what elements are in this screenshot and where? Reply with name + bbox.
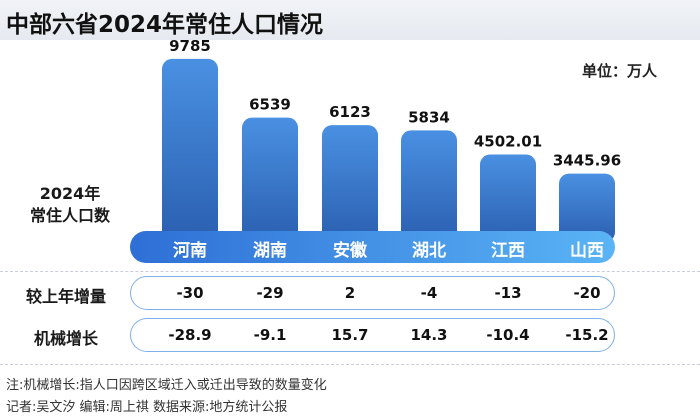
row-band-increase: [130, 276, 615, 310]
value-label: 3445.96: [553, 152, 621, 170]
value-label: 6123: [329, 103, 371, 121]
y-axis-label-line-2: 常住人口数: [29, 206, 110, 225]
value-label: 5834: [408, 108, 450, 126]
value-label: 9785: [169, 37, 211, 55]
province-label: 湖南: [253, 241, 287, 261]
y-axis-label-line-1: 2024年: [39, 184, 101, 203]
province-label: 山西: [570, 241, 604, 261]
table-cell: 14.3: [410, 326, 448, 344]
province-label: 湖北: [412, 241, 446, 261]
row-band-migration: [130, 318, 615, 352]
row-label-increase: 较上年增量: [25, 287, 106, 306]
table-cell: -15.2: [565, 326, 609, 344]
row-label-migration: 机械增长: [33, 329, 98, 348]
bar-河南: [162, 58, 218, 243]
note-credits: 记者:吴文汐 编辑:周上祺 数据来源:地方统计公报: [6, 400, 288, 415]
table-cell: 2: [344, 284, 356, 302]
value-labels-group: 9785 6539 6123 5834 4502.01 3445.96: [169, 37, 621, 170]
value-label: 4502.01: [474, 133, 542, 151]
bar-安徽: [322, 125, 378, 242]
bars-group: [162, 58, 615, 243]
province-label: 河南: [173, 241, 207, 261]
title-bar: [0, 0, 700, 40]
table-cell: -28.9: [168, 326, 212, 344]
bar-湖北: [401, 130, 457, 242]
table-cell: -4: [420, 284, 438, 302]
table-cell: 15.7: [331, 326, 369, 344]
chart-title: 中部六省2024年常住人口情况: [6, 12, 324, 38]
note-definition: 注:机械增长:指人口因跨区域迁入或迁出导致的数量变化: [6, 378, 327, 393]
value-label: 6539: [249, 96, 291, 114]
province-band: [130, 231, 615, 263]
bar-江西: [480, 154, 536, 242]
bar-湖南: [242, 117, 298, 242]
province-label: 江西: [491, 241, 525, 261]
divider: [0, 271, 700, 272]
unit-label: 单位：万人: [582, 62, 658, 80]
province-label: 安徽: [333, 241, 367, 261]
table-cell: -20: [573, 284, 601, 302]
y-axis-label: 2024年 常住人口数: [10, 183, 130, 227]
bar-山西: [559, 173, 615, 242]
table-cell: -30: [176, 284, 204, 302]
table-cell: -10.4: [486, 326, 530, 344]
table-cell: -13: [494, 284, 522, 302]
table-cell: -29: [256, 284, 284, 302]
divider: [0, 364, 700, 365]
table-cell: -9.1: [253, 326, 287, 344]
